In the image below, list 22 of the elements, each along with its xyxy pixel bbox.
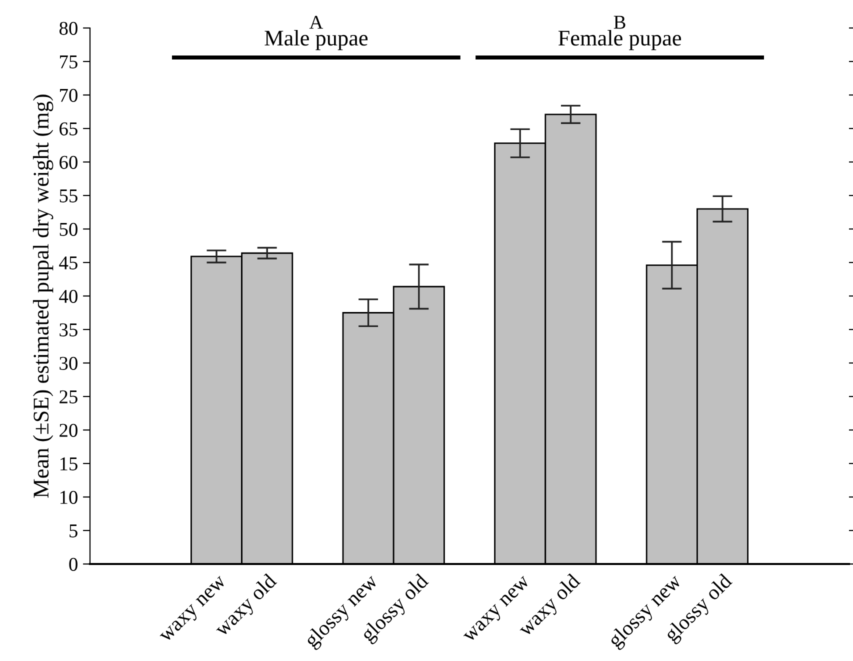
y-tick-label: 65 (60, 122, 78, 136)
y-tick-label: 35 (60, 323, 78, 336)
y-tick-label: 60 (60, 156, 78, 169)
annotation: Male pupae (264, 30, 368, 50)
annotation: B (614, 16, 626, 29)
y-tick-label: 15 (60, 457, 78, 470)
y-tick-label: 70 (60, 88, 78, 102)
y-tick-label: 20 (60, 424, 78, 437)
annotation: A (309, 16, 324, 29)
y-tick-label: 45 (59, 256, 78, 270)
y-tick-label: 50 (60, 222, 78, 236)
y-tick-label: 40 (59, 290, 78, 303)
y-tick-label: 30 (60, 356, 78, 370)
y-tick-label: 55 (60, 190, 78, 202)
y-tick-label: 5 (70, 524, 78, 538)
y-tick-label: 75 (60, 56, 78, 68)
y-tick-label: 25 (60, 390, 78, 404)
y-axis-title: Mean (±SE) estimated pupal dry weight (mg) (32, 94, 54, 498)
y-tick-label: 0 (69, 558, 78, 571)
y-tick-label: 10 (60, 490, 78, 504)
y-tick-label: 80 (59, 22, 78, 35)
annotation: Female pupae (558, 30, 682, 50)
